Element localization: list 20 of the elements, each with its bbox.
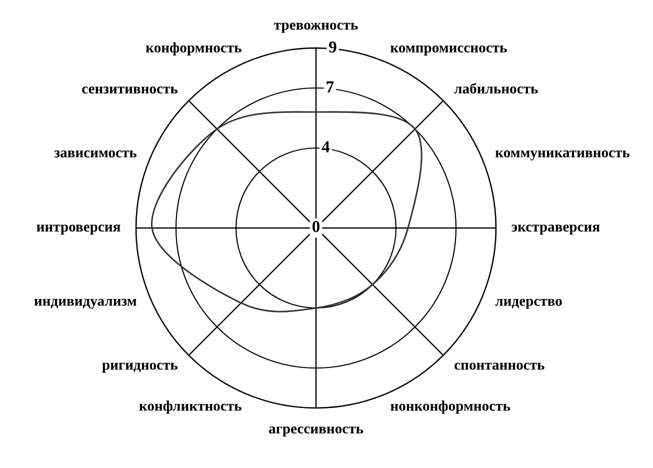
text: индивидуализм	[34, 298, 136, 309]
text: компромиссность	[390, 46, 507, 56]
text: конформность	[146, 42, 242, 56]
spoke-label: тревожность	[274, 22, 358, 33]
text: зависимость	[54, 150, 137, 158]
text: конфликтность	[139, 400, 242, 414]
spoke-label: ригидность	[102, 362, 178, 373]
text: коммуникативность	[495, 150, 630, 160]
y-tick-label: 7	[326, 81, 334, 92]
text: нонконформность	[390, 400, 510, 414]
spoke-label: экстраверсия	[512, 224, 600, 235]
text: лидерство	[495, 298, 562, 309]
spoke-label: агрессивность	[268, 426, 364, 437]
y-tick-label: 9	[329, 41, 336, 53]
y-tick-label: 0	[312, 220, 320, 232]
spoke-label: лабильность	[454, 82, 538, 94]
spoke-label: спонтанность	[454, 362, 544, 370]
spoke-label: сензитивность	[82, 86, 178, 94]
y-tick-label: 4	[322, 141, 330, 152]
spoke-label: интроверсия	[36, 224, 120, 235]
